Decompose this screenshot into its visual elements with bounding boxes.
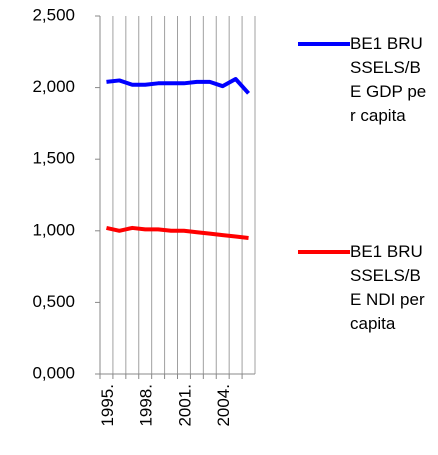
legend-label: BE1 BRUSSELS/BE NDI per capita: [350, 242, 425, 333]
y-tick-label: 0,000: [32, 363, 75, 382]
legend-label: BE1 BRUSSELS/BE GDP per capita: [350, 34, 427, 125]
series-line: [106, 225, 249, 240]
series-line: [106, 77, 251, 95]
x-tick-label: 1995.: [98, 384, 117, 427]
y-tick-label: 1,500: [32, 149, 75, 168]
x-tick-label: 2001.: [175, 384, 194, 427]
y-tick-label: 2,000: [32, 77, 75, 96]
y-tick-label: 2,500: [32, 5, 75, 24]
y-tick-label: 1,000: [32, 220, 75, 239]
y-tick-label: 0,500: [32, 292, 75, 311]
x-tick-label: 1998.: [137, 384, 156, 427]
x-tick-label: 2004.: [214, 384, 233, 427]
